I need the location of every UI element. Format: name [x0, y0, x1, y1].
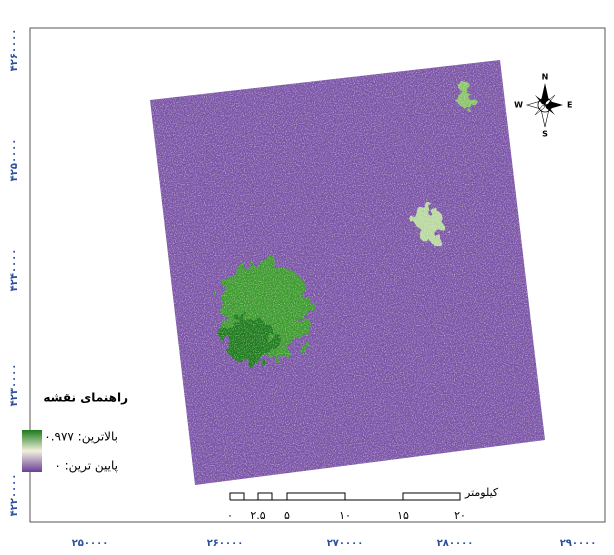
y-axis: ۴۲۶۰۰۰۰ ۴۲۵۰۰۰۰ ۴۲۴۰۰۰۰ ۴۲۳۰۰۰۰ ۴۲۲۰۰۰۰: [9, 29, 20, 517]
y-coord-label: ۴۲۴۰۰۰۰: [9, 249, 20, 292]
compass-w: W: [514, 101, 523, 110]
scale-label: ۱۰: [339, 509, 351, 522]
compass-s: S: [542, 130, 548, 139]
compass-n: N: [542, 73, 549, 82]
scale-label: ۱۵: [397, 509, 409, 522]
legend: راهنمای نقشه بالاترین: ۰.۹۷۷ پایین ترین:…: [22, 391, 128, 474]
scale-label: ۰: [227, 509, 233, 522]
y-coord-label: ۴۲۶۰۰۰۰: [9, 29, 20, 72]
y-coord-label: ۴۲۳۰۰۰۰: [9, 364, 20, 407]
x-coord-label: ۲۷۰۰۰۰: [327, 538, 364, 549]
map: N S E W راهنمای نقشه بالاترین: ۰.۹۷۷ پای…: [0, 0, 614, 551]
legend-high: بالاترین: ۰.۹۷۷: [44, 430, 118, 445]
scale-unit: کیلومتر: [464, 486, 499, 499]
scale-label: ۵: [284, 509, 290, 522]
y-coord-label: ۴۲۲۰۰۰۰: [9, 474, 20, 517]
legend-title: راهنمای نقشه: [43, 391, 128, 405]
scale-label: ۲۰: [454, 509, 466, 522]
compass-e: E: [567, 101, 572, 110]
x-coord-label: ۲۵۰۰۰۰: [72, 538, 109, 549]
north-arrow: N S E W: [514, 73, 572, 139]
legend-ramp: [22, 430, 42, 472]
legend-low: پایین ترین: ۰: [54, 459, 118, 474]
x-coord-label: ۲۶۰۰۰۰: [207, 538, 244, 549]
scale-label: ۲.۵: [250, 509, 265, 522]
y-coord-label: ۴۲۵۰۰۰۰: [9, 139, 20, 182]
scale-bar: [230, 493, 460, 500]
raster: [140, 50, 560, 500]
x-axis: ۲۵۰۰۰۰ ۲۶۰۰۰۰ ۲۷۰۰۰۰ ۲۸۰۰۰۰ ۲۹۰۰۰۰: [72, 538, 597, 549]
x-coord-label: ۲۹۰۰۰۰: [560, 538, 597, 549]
x-coord-label: ۲۸۰۰۰۰: [437, 538, 474, 549]
